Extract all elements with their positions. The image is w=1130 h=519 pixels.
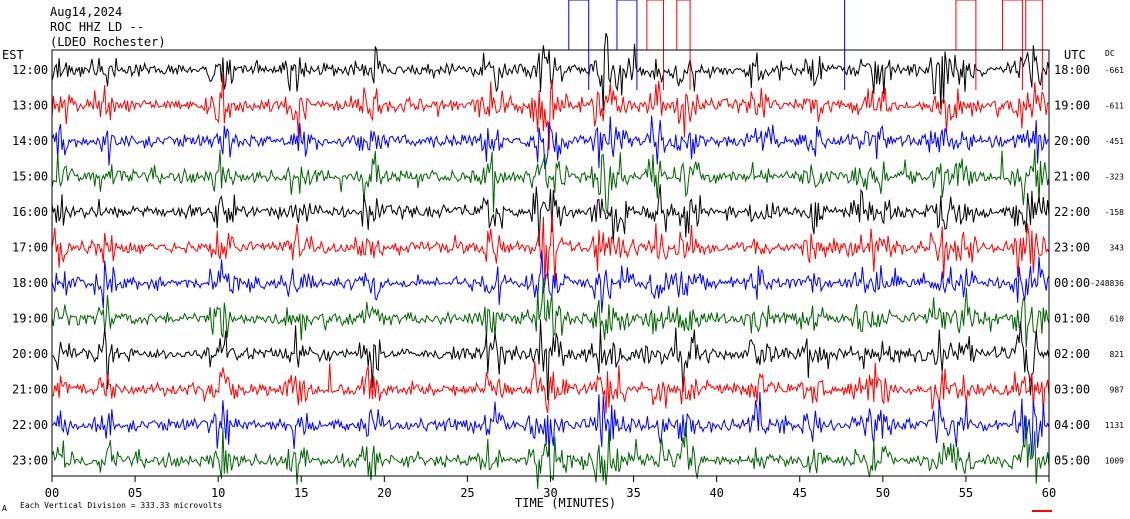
trace-row-1300 xyxy=(51,74,1050,151)
dc-offset-label: -248836 xyxy=(1090,279,1124,288)
trace-row-2200 xyxy=(51,391,1050,458)
trace-layer xyxy=(51,0,1050,489)
clipped-spike-0 xyxy=(568,0,590,90)
utc-label: 18:00 xyxy=(1054,63,1090,77)
dc-offset-label: 610 xyxy=(1110,315,1125,324)
clipped-spike-2 xyxy=(646,0,664,90)
utc-label: 04:00 xyxy=(1054,418,1090,432)
x-tick-label: 25 xyxy=(460,486,474,500)
x-tick-label: 15 xyxy=(294,486,308,500)
x-axis-title: TIME (MINUTES) xyxy=(515,496,616,510)
dc-offset-label: -451 xyxy=(1105,137,1124,146)
right-axis-title: UTC xyxy=(1064,48,1086,62)
est-label: 22:00 xyxy=(12,418,48,432)
est-label: 14:00 xyxy=(12,134,48,148)
trace-row-1600 xyxy=(51,184,1050,247)
header-location: (LDEO Rochester) xyxy=(50,35,166,49)
est-label: 12:00 xyxy=(12,63,48,77)
x-tick-label: 45 xyxy=(793,486,807,500)
est-label: 23:00 xyxy=(12,454,48,468)
est-label: 13:00 xyxy=(12,99,48,113)
dc-offset-label: 1009 xyxy=(1105,457,1124,466)
x-tick-label: 05 xyxy=(128,486,142,500)
trace-row-1500 xyxy=(51,148,1050,215)
left-axis-title: EST xyxy=(2,48,24,62)
est-label: 18:00 xyxy=(12,276,48,290)
x-tick-label: 10 xyxy=(211,486,225,500)
footer-scale-note: Each Vertical Division = 333.33 microvol… xyxy=(20,501,222,510)
est-label: 21:00 xyxy=(12,383,48,397)
clipped-spike-3 xyxy=(676,0,691,90)
clipped-spike-7 xyxy=(1025,0,1043,90)
header-station: ROC HHZ LD -- xyxy=(50,20,144,34)
est-label: 20:00 xyxy=(12,347,48,361)
utc-label: 00:00 xyxy=(1054,276,1090,290)
dc-offset-label: 343 xyxy=(1110,244,1125,253)
est-label: 17:00 xyxy=(12,241,48,255)
utc-label: 02:00 xyxy=(1054,347,1090,361)
clipped-spike-6 xyxy=(1001,0,1023,90)
label-layer: 00 05 10 15 20 25 30 35 40 45 50 55 60 12:00 18:00 -661… xyxy=(12,63,1124,500)
trace-row-1800 xyxy=(51,250,1050,313)
trace-row-2100 xyxy=(51,361,1050,416)
trace-row-1900 xyxy=(51,277,1050,348)
x-tick-label: 35 xyxy=(626,486,640,500)
x-tick-label: 30 xyxy=(543,486,557,500)
utc-label: 23:00 xyxy=(1054,241,1090,255)
x-tick-label: 55 xyxy=(959,486,973,500)
dc-offset-label: -323 xyxy=(1105,173,1124,182)
trace-row-1700 xyxy=(51,212,1050,285)
utc-label: 05:00 xyxy=(1054,454,1090,468)
utc-label: 22:00 xyxy=(1054,205,1090,219)
utc-label: 03:00 xyxy=(1054,383,1090,397)
footer-marker: A xyxy=(2,504,7,513)
x-tick-label: 00 xyxy=(45,486,59,500)
x-tick-label: 60 xyxy=(1042,486,1056,500)
trace-row-2000 xyxy=(51,319,1050,401)
utc-label: 20:00 xyxy=(1054,134,1090,148)
x-tick-label: 20 xyxy=(377,486,391,500)
est-label: 16:00 xyxy=(12,205,48,219)
utc-label: 21:00 xyxy=(1054,170,1090,184)
clipped-spike-1 xyxy=(616,0,638,90)
utc-label: 01:00 xyxy=(1054,312,1090,326)
dc-offset-label: 1131 xyxy=(1105,421,1124,430)
x-tick-label: 50 xyxy=(876,486,890,500)
utc-label: 19:00 xyxy=(1054,99,1090,113)
dc-title: DC xyxy=(1105,49,1115,58)
header-date: Aug14,2024 xyxy=(50,5,122,19)
dc-offset-label: 821 xyxy=(1110,350,1125,359)
est-label: 15:00 xyxy=(12,170,48,184)
dc-offset-label: -611 xyxy=(1105,102,1124,111)
dc-offset-label: -661 xyxy=(1105,66,1124,75)
trace-row-1200 xyxy=(51,32,1050,111)
plot-frame xyxy=(51,49,1050,482)
est-label: 19:00 xyxy=(12,312,48,326)
x-tick-label: 40 xyxy=(709,486,723,500)
dc-offset-label: 987 xyxy=(1110,386,1125,395)
dc-offset-label: -158 xyxy=(1105,208,1124,217)
clipped-spike-5 xyxy=(955,0,977,90)
trace-row-1400 xyxy=(51,115,1049,170)
